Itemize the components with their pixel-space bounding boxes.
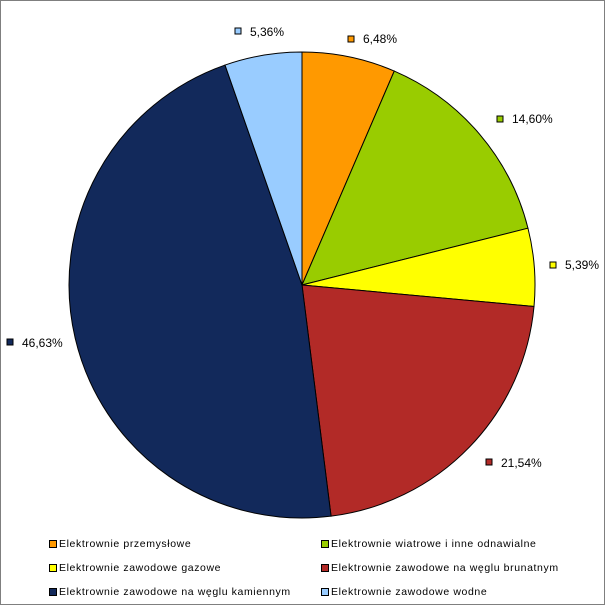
legend-label: Elektrownie zawodowe gazowe xyxy=(59,562,222,574)
data-label-swatch xyxy=(6,338,14,346)
legend-item-wegiel-kamienny: Elektrownie zawodowe na węglu kamiennym xyxy=(49,583,291,601)
data-label-swatch xyxy=(549,261,557,269)
data-label-swatch xyxy=(496,115,504,123)
pie-slice-1 xyxy=(301,70,529,286)
legend-swatch xyxy=(49,588,57,596)
pie-slice-4 xyxy=(68,64,332,519)
legend-swatch xyxy=(49,540,57,548)
legend-item-gazowe: Elektrownie zawodowe gazowe xyxy=(49,559,221,577)
data-label-swatch xyxy=(347,35,355,43)
legend-swatch xyxy=(321,540,329,548)
legend-item-wodne: Elektrownie zawodowe wodne xyxy=(321,583,487,601)
legend-label: Elektrownie przemysłowe xyxy=(59,538,192,550)
data-label: 21,54% xyxy=(501,456,542,470)
data-label: 14,60% xyxy=(512,112,553,126)
data-label: 46,63% xyxy=(22,336,63,350)
pie-slice-5 xyxy=(224,51,303,286)
legend: Elektrownie przemysłowe Elektrownie wiat… xyxy=(49,535,589,601)
legend-label: Elektrownie zawodowe na węglu brunatnym xyxy=(331,562,559,574)
data-label: 5,39% xyxy=(565,258,599,272)
legend-label: Elektrownie zawodowe wodne xyxy=(331,586,488,598)
data-labels: 6,48% 14,60% 5,39% 21,54% 46,63% 5,36% xyxy=(6,25,599,470)
data-label: 6,48% xyxy=(363,32,397,46)
pie-slices xyxy=(68,51,536,519)
legend-label: Elektrownie zawodowe na węglu kamiennym xyxy=(59,586,291,598)
legend-swatch xyxy=(321,564,329,572)
legend-item-wiatrowe: Elektrownie wiatrowe i inne odnawialne xyxy=(321,535,536,553)
legend-swatch xyxy=(49,564,57,572)
data-label-swatch xyxy=(485,458,493,466)
legend-swatch xyxy=(321,588,329,596)
legend-item-wegiel-brunatny: Elektrownie zawodowe na węglu brunatnym xyxy=(321,559,559,577)
legend-label: Elektrownie wiatrowe i inne odnawialne xyxy=(331,538,537,550)
data-label: 5,36% xyxy=(250,25,284,39)
legend-item-przemyslowe: Elektrownie przemysłowe xyxy=(49,535,191,553)
data-label-swatch xyxy=(234,27,242,35)
pie-slice-3 xyxy=(301,284,535,517)
